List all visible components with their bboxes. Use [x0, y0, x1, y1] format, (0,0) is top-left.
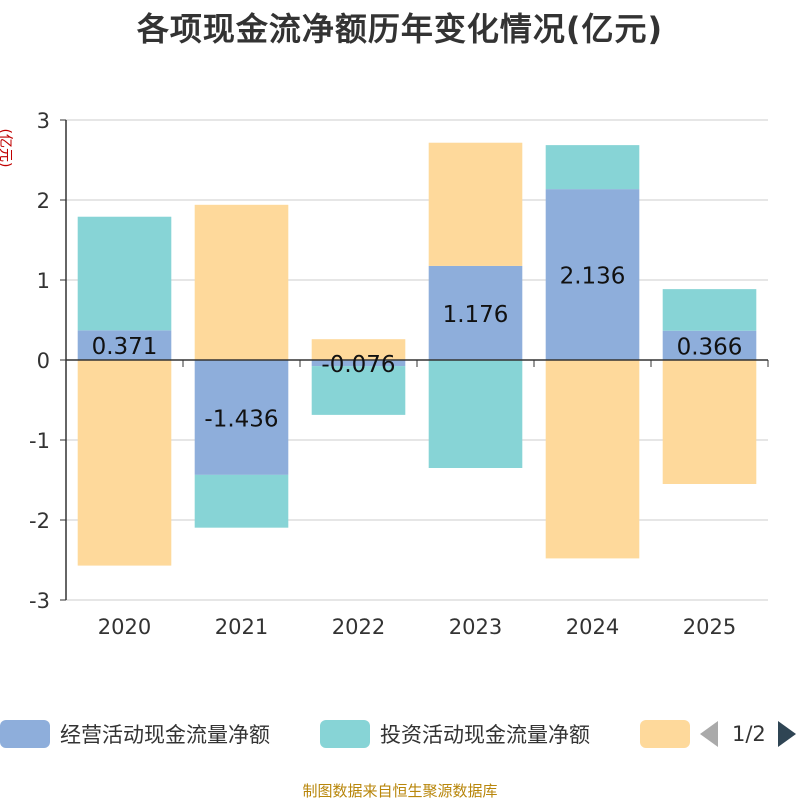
bar-2020-series-0 [77, 330, 172, 360]
y-tick-label-4: -1 [29, 429, 50, 453]
y-tick-label-1: 2 [37, 189, 50, 213]
pager-next-icon[interactable] [777, 721, 796, 747]
bar-2020-series-1 [77, 216, 172, 331]
bar-2020-series-2 [77, 360, 172, 566]
bar-2022-series-0 [311, 360, 406, 367]
bar-2024-series-0 [545, 189, 640, 360]
legend-swatch-investing [320, 720, 370, 748]
bar-2023-series-2 [428, 142, 523, 266]
data-source-note: 制图数据来自恒生聚源数据库 [302, 782, 498, 800]
bar-2025-series-1 [662, 289, 757, 331]
legend-swatch-operating [0, 720, 50, 748]
data-label-2021: -1.436 [204, 406, 278, 432]
y-tick-label-6: -3 [29, 589, 50, 613]
data-label-2022: -0.076 [321, 352, 395, 378]
bar-2021-series-0 [194, 360, 289, 475]
x-tick-label-2025: 2025 [683, 615, 736, 639]
grid-lines [66, 119, 768, 601]
data-label-2023: 1.176 [443, 302, 509, 328]
bar-2022-series-2 [311, 339, 406, 360]
legend-item-investing[interactable]: 投资活动现金流量净额 [320, 716, 590, 752]
bar-2024-series-1 [545, 145, 640, 190]
data-label-2024: 2.136 [560, 264, 626, 290]
bar-2023-series-1 [428, 360, 523, 468]
legend-pager: 1/2 [700, 716, 796, 752]
data-label-2020: 0.371 [92, 334, 158, 360]
pager-page-indicator: 1/2 [732, 722, 766, 746]
bar-2021-series-2 [194, 204, 289, 360]
legend-item-financing[interactable] [640, 716, 700, 752]
legend-item-operating[interactable]: 经营活动现金流量净额 [0, 716, 270, 752]
legend-label-operating: 经营活动现金流量净额 [60, 723, 270, 747]
x-tick-label-2020: 2020 [98, 615, 151, 639]
axes: 3 2 1 0 -1 -2 -3 2020 2021 2022 2023 2024 2025 [29, 109, 769, 639]
y-tick-label-0: 3 [37, 109, 50, 133]
legend-label-investing: 投资活动现金流量净额 [380, 723, 590, 747]
x-tick-label-2021: 2021 [215, 615, 268, 639]
x-tick-label-2022: 2022 [332, 615, 385, 639]
data-labels: 0.371 -1.436 -0.076 1.176 2.136 0.366 [92, 264, 743, 433]
x-tick-label-2024: 2024 [566, 615, 619, 639]
bar-2022-series-1 [311, 366, 406, 415]
bar-2024-series-2 [545, 360, 640, 559]
y-tick-label-5: -2 [29, 509, 50, 533]
bar-2025-series-0 [662, 330, 757, 360]
y-tick-label-3: 0 [37, 349, 50, 373]
legend-swatch-financing [640, 720, 690, 748]
bar-2025-series-2 [662, 360, 757, 484]
bar-2023-series-0 [428, 265, 523, 360]
bar-series [77, 142, 757, 566]
data-label-2025: 0.366 [677, 334, 743, 360]
pager-prev-icon[interactable] [700, 721, 718, 747]
bar-chart: 3 2 1 0 -1 -2 -3 2020 2021 2022 2023 2024 2025 0.371… [29, 109, 769, 639]
y-tick-label-2: 1 [37, 269, 50, 293]
x-tick-label-2023: 2023 [449, 615, 502, 639]
chart-title: 各项现金流净额历年变化情况(亿元) [136, 10, 664, 48]
bar-2021-series-1 [194, 474, 289, 528]
legend: 经营活动现金流量净额 投资活动现金流量净额 [0, 716, 800, 752]
